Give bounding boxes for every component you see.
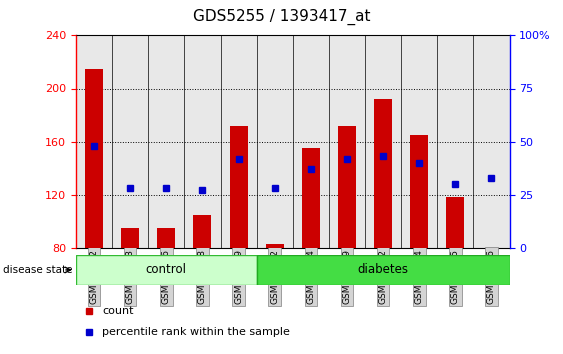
Bar	[446, 198, 464, 248]
Bar	[302, 148, 320, 248]
Bar	[85, 69, 103, 248]
Bar	[338, 126, 356, 248]
Bar	[194, 215, 212, 248]
Text: count: count	[102, 306, 133, 316]
Text: control: control	[146, 263, 187, 276]
Text: GDS5255 / 1393417_at: GDS5255 / 1393417_at	[193, 9, 370, 25]
Bar	[76, 255, 257, 285]
Text: percentile rank within the sample: percentile rank within the sample	[102, 327, 290, 337]
Bar	[257, 255, 510, 285]
Bar	[410, 135, 428, 248]
Text: diabetes: diabetes	[358, 263, 409, 276]
Text: disease state: disease state	[3, 265, 72, 275]
Bar	[230, 126, 248, 248]
Bar	[374, 99, 392, 248]
Bar	[157, 228, 175, 248]
Bar	[266, 244, 284, 248]
Bar	[121, 228, 139, 248]
